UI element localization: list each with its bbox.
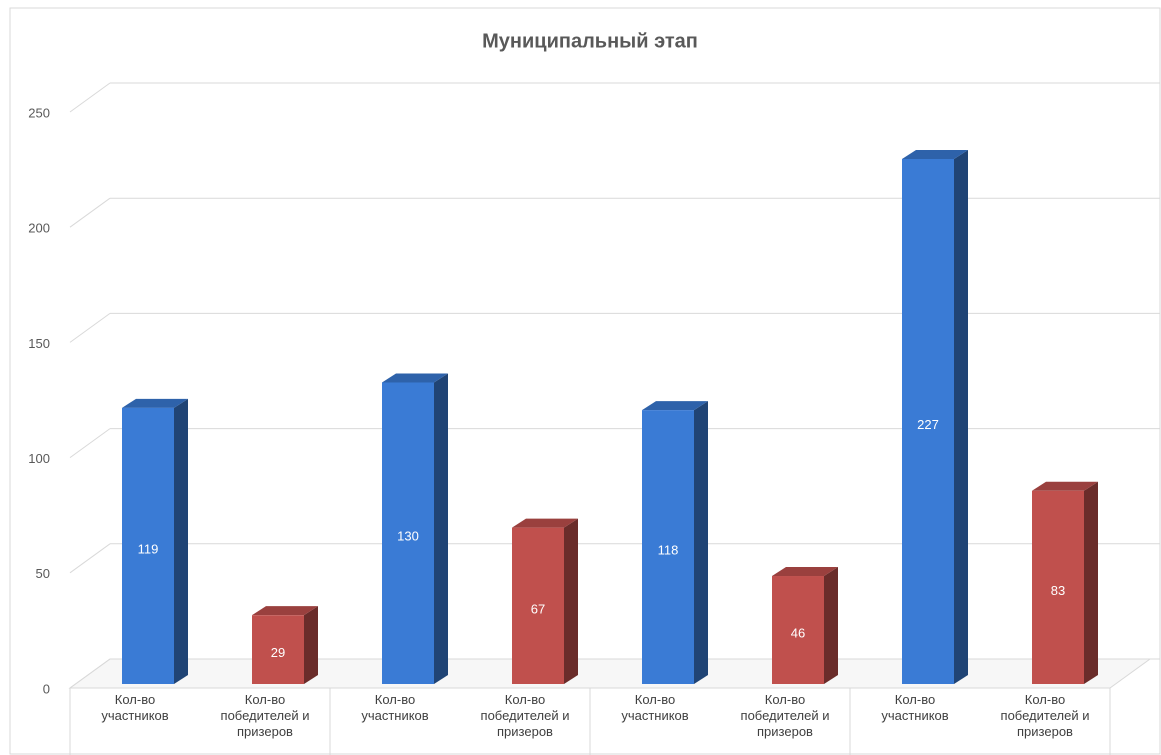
bar-top <box>252 606 318 616</box>
chart-border <box>9 7 1161 755</box>
bar-side <box>694 401 708 684</box>
bar-side <box>954 149 968 684</box>
bar <box>642 410 694 684</box>
y-tick-label: 0 <box>43 681 50 696</box>
x-tick-label: Кол-во победителей и призеров <box>1000 692 1090 739</box>
y-tick-label: 150 <box>28 336 50 351</box>
x-tick-label: Кол-во участников <box>361 692 429 723</box>
bar-top <box>902 149 968 159</box>
data-label: 118 <box>658 543 679 558</box>
data-label: 119 <box>138 541 159 556</box>
bar-side <box>174 398 188 684</box>
grid-line-side <box>69 658 111 689</box>
bar-top <box>512 518 578 528</box>
bar-side <box>1084 481 1098 684</box>
bar-side <box>564 518 578 684</box>
bar <box>902 158 954 684</box>
grid-line-side <box>69 312 111 343</box>
grid-line-side <box>69 543 111 574</box>
bar-top <box>382 373 448 383</box>
bar <box>1032 490 1084 684</box>
data-label: 46 <box>791 625 805 640</box>
bar-top <box>122 398 188 408</box>
data-label: 29 <box>271 645 285 660</box>
x-tick-label: Кол-во победителей и призеров <box>220 692 310 739</box>
y-tick-label: 50 <box>36 566 50 581</box>
chart-title: Муниципальный этап <box>482 30 698 52</box>
bar-top <box>1032 481 1098 491</box>
grid-line-side <box>69 428 111 459</box>
bar <box>512 527 564 684</box>
bar-side <box>824 567 838 684</box>
bar <box>252 615 304 684</box>
y-tick-label: 100 <box>28 451 50 466</box>
x-tick-label: Кол-во участников <box>621 692 689 723</box>
x-tick-label: Кол-во победителей и призеров <box>480 692 570 739</box>
bar-side <box>434 373 448 684</box>
bar-side <box>304 606 318 684</box>
y-tick-label: 200 <box>28 221 50 236</box>
data-label: 130 <box>397 529 419 544</box>
x-tick-label: Кол-во участников <box>101 692 169 723</box>
grid-line-side <box>69 82 111 113</box>
bar-top <box>642 401 708 411</box>
data-label: 67 <box>531 601 545 616</box>
y-tick-label: 250 <box>28 105 50 120</box>
bar <box>122 407 174 684</box>
floor <box>68 658 1152 689</box>
bar <box>382 382 434 684</box>
grid-line-side <box>69 197 111 228</box>
bar-top <box>772 567 838 577</box>
x-tick-label: Кол-во участников <box>881 692 949 723</box>
data-label: 227 <box>917 417 939 432</box>
bar <box>772 576 824 684</box>
x-tick-label: Кол-во победителей и призеров <box>740 692 830 739</box>
data-label: 83 <box>1051 583 1065 598</box>
